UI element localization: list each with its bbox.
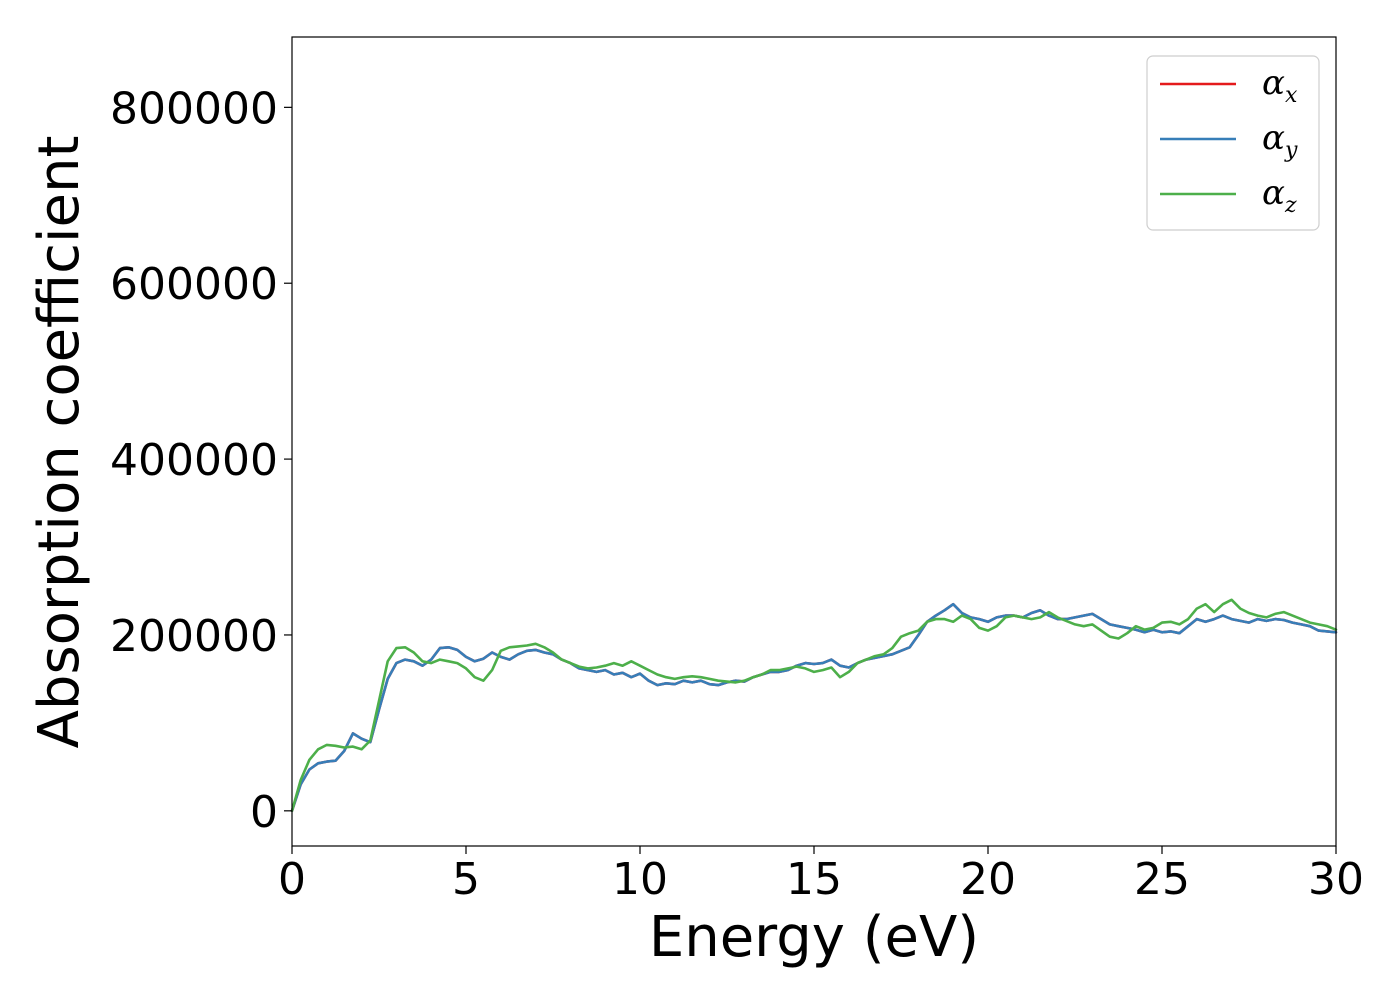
legend-symbol: α (1262, 118, 1285, 158)
legend-symbol: α (1262, 63, 1285, 103)
legend-label-z: αz (1262, 173, 1297, 218)
legend-symbol: α (1262, 173, 1285, 213)
legend-label-x: αx (1262, 63, 1298, 108)
y-tick-label: 200000 (110, 611, 278, 662)
y-tick-label: 800000 (110, 83, 278, 134)
x-tick-label: 5 (452, 854, 480, 905)
x-tick-label: 15 (786, 854, 842, 905)
y-axis-ticks: 0 200000 400000 600000 800000 (110, 83, 292, 838)
y-tick-label: 600000 (110, 259, 278, 310)
y-tick-label: 0 (250, 787, 278, 838)
x-tick-label: 20 (960, 854, 1016, 905)
legend-subscript: z (1284, 193, 1297, 218)
y-axis-title: Absorption coefficient (27, 136, 92, 749)
x-tick-label: 0 (278, 854, 306, 905)
x-tick-label: 25 (1134, 854, 1190, 905)
legend-subscript: y (1284, 138, 1298, 163)
x-tick-label: 10 (612, 854, 668, 905)
y-tick-label: 400000 (110, 435, 278, 486)
series-line-y (290, 602, 1338, 813)
legend-label-y: αy (1262, 118, 1298, 163)
x-axis-ticks: 0 5 10 15 20 25 30 (278, 846, 1364, 905)
legend-subscript: x (1285, 83, 1298, 108)
series-layer (290, 598, 1338, 813)
series-line-z (290, 598, 1338, 813)
x-axis-title: Energy (eV) (649, 905, 979, 970)
legend-box (1146, 55, 1320, 231)
x-tick-label: 30 (1308, 854, 1364, 905)
